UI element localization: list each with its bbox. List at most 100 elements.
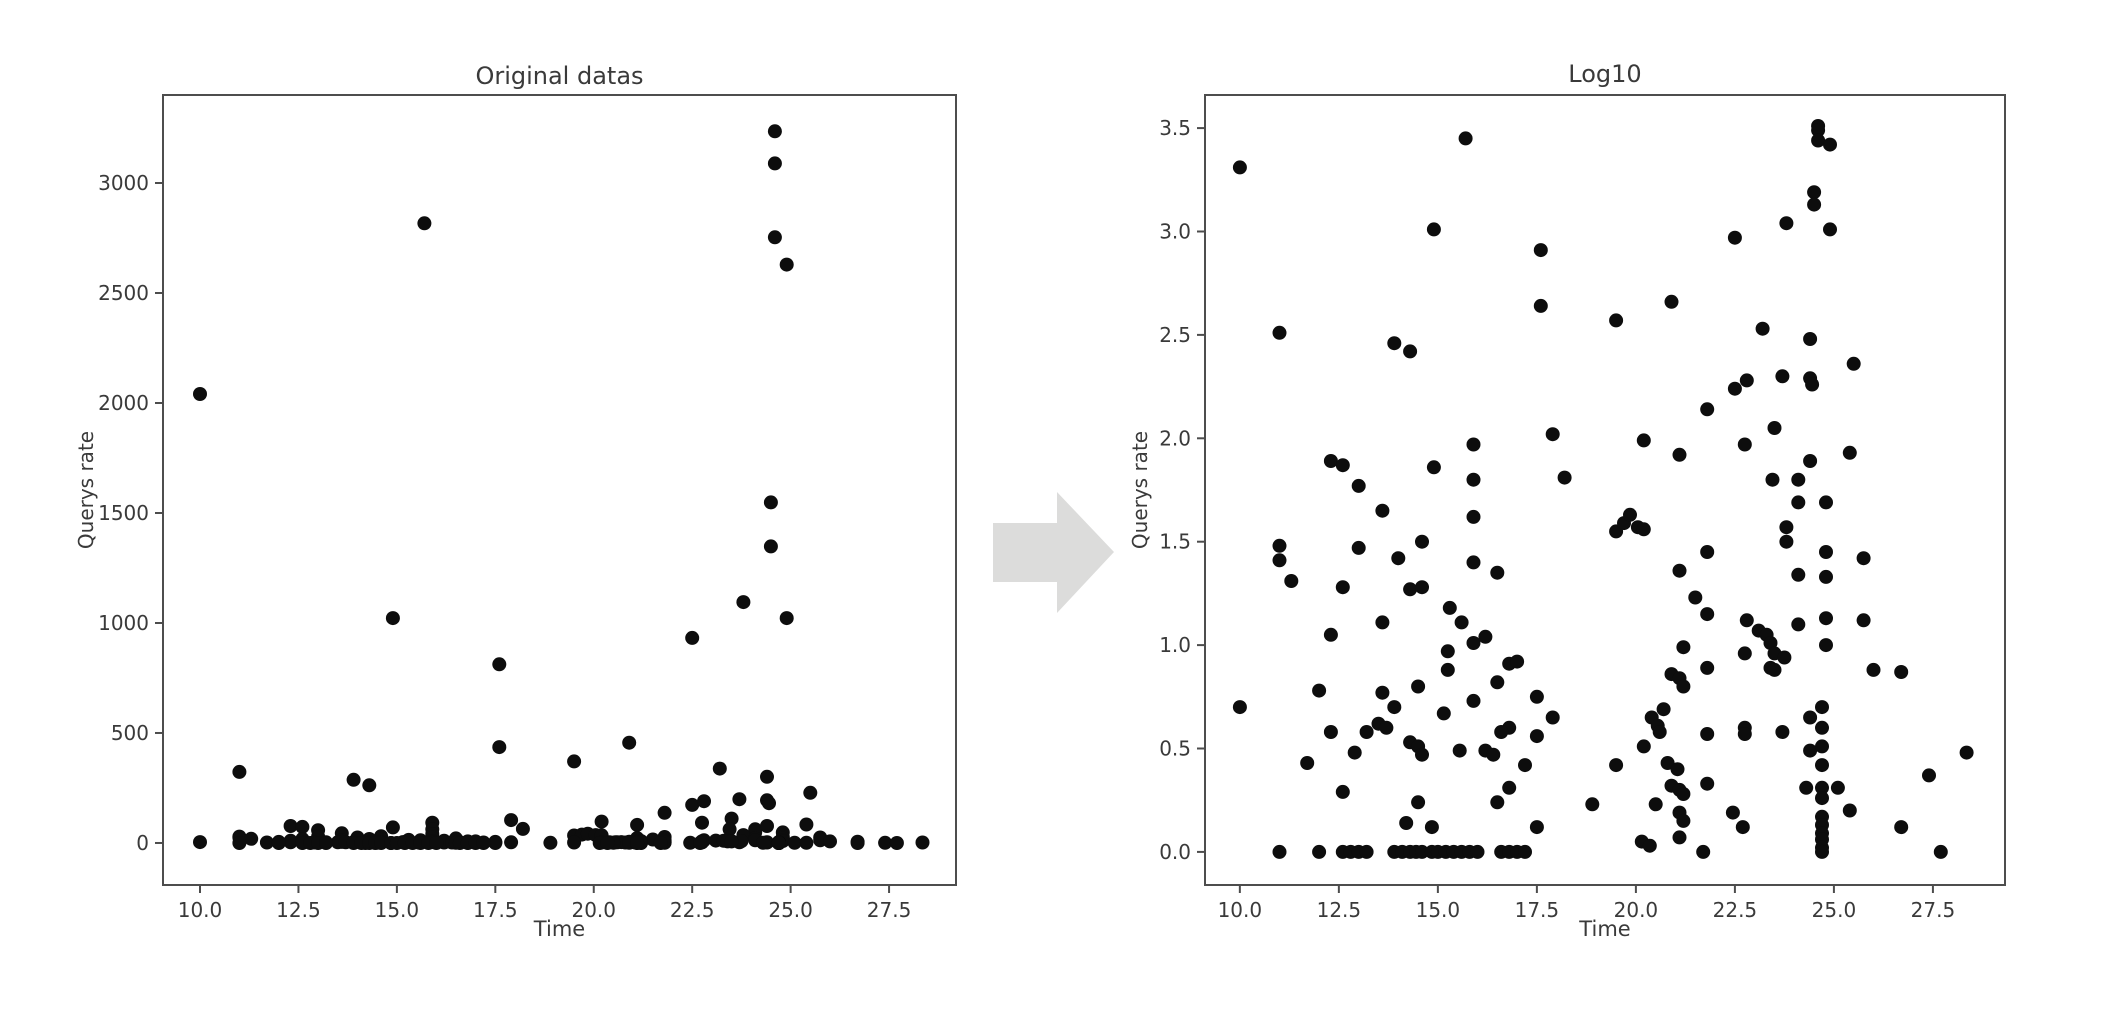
original-x-tick-label: 22.5 — [670, 898, 715, 922]
original-point — [799, 835, 814, 850]
log10-y-tick-label: 1.5 — [1159, 530, 1191, 554]
log10-point — [1791, 567, 1806, 582]
log10-point — [1323, 454, 1338, 468]
original-y-tick-label: 1000 — [98, 611, 149, 635]
log10-x-tick-label: 10.0 — [1218, 898, 1263, 922]
original-point — [799, 817, 814, 832]
original-point — [630, 836, 645, 850]
log10-x-tick-label: 27.5 — [1911, 898, 1956, 922]
original-point — [736, 595, 751, 610]
log10-point — [1676, 813, 1691, 828]
original-point — [762, 796, 776, 811]
log10-point — [1739, 613, 1754, 628]
log10-point — [1672, 830, 1687, 845]
log10-point — [1779, 520, 1794, 535]
log10-point — [1415, 747, 1429, 762]
log10-point — [1494, 725, 1509, 739]
original-point — [622, 735, 637, 750]
log10-point — [1312, 683, 1327, 698]
log10-x-tick-label: 15.0 — [1416, 898, 1461, 922]
log10-point — [1811, 133, 1826, 148]
log10-point — [1232, 160, 1247, 175]
log10-point — [1415, 844, 1429, 859]
log10-point — [1335, 784, 1350, 799]
original-point — [492, 657, 507, 672]
log10-point — [1284, 574, 1299, 588]
log10-point — [1700, 727, 1715, 741]
original-point — [385, 611, 400, 626]
log10-point — [1672, 447, 1687, 462]
original-point — [695, 815, 709, 830]
log10-point — [1454, 615, 1469, 630]
original-point — [803, 785, 818, 800]
original-x-tick-label: 10.0 — [178, 898, 223, 922]
log10-point — [1700, 607, 1715, 622]
original-point — [515, 821, 530, 836]
log10-point — [1636, 739, 1651, 754]
log10-point — [1737, 646, 1752, 661]
log10-x-tick-label: 20.0 — [1614, 898, 1659, 922]
log10-point — [1478, 629, 1493, 644]
log10-point — [1815, 700, 1829, 715]
log10-point — [1767, 662, 1782, 677]
original-point — [823, 834, 837, 849]
log10-point — [1335, 580, 1350, 595]
log10-point — [1323, 627, 1338, 642]
log10-point — [1359, 725, 1374, 739]
log10-x-tick-label: 22.5 — [1713, 898, 1758, 922]
log10-point — [1403, 582, 1418, 597]
log10-point — [1411, 795, 1426, 810]
log10-point — [1767, 421, 1782, 435]
log10-point — [1815, 791, 1829, 806]
original-point — [878, 835, 893, 850]
log10-point — [1791, 495, 1806, 510]
log10-point — [1272, 553, 1287, 568]
log10-point — [1466, 437, 1481, 452]
original-point — [417, 216, 432, 231]
original-xaxis-label: Time — [533, 917, 586, 941]
original-point — [734, 834, 749, 849]
original-point — [915, 835, 930, 850]
original-point — [244, 831, 259, 846]
log10-point — [1351, 540, 1366, 555]
original-point — [283, 819, 298, 833]
log10-point — [1375, 615, 1390, 630]
log10-point — [1727, 230, 1742, 245]
log10-point — [1727, 381, 1742, 396]
original-y-tick-label: 2000 — [98, 391, 149, 415]
log10-point — [1335, 458, 1350, 473]
log10-point — [1426, 222, 1441, 237]
log10-point — [1533, 298, 1548, 313]
log10-point — [1272, 325, 1287, 340]
log10-point — [1815, 758, 1829, 773]
log10-point — [1648, 797, 1663, 812]
log10-point — [1529, 820, 1544, 835]
log10-point — [1933, 844, 1948, 859]
log10-point — [1466, 472, 1481, 487]
log10-point — [1737, 727, 1752, 741]
original-point — [767, 156, 782, 171]
original-y-tick-label: 0 — [136, 831, 149, 855]
original-point — [685, 630, 700, 645]
log10-point — [1672, 563, 1687, 578]
original-point — [232, 764, 247, 779]
log10-point — [1779, 216, 1794, 231]
original-point — [346, 772, 361, 787]
original-point — [543, 835, 558, 850]
log10-point — [1347, 745, 1362, 760]
log10-point — [1415, 580, 1429, 595]
log10-point — [1737, 437, 1752, 452]
original-point — [362, 778, 377, 793]
log10-point — [1755, 321, 1770, 336]
original-point — [697, 794, 711, 809]
log10-point — [1815, 780, 1829, 795]
original-x-tick-label: 12.5 — [276, 898, 321, 922]
log10-point — [1545, 427, 1560, 442]
log10-point — [1830, 780, 1845, 795]
log10-point — [1819, 495, 1833, 510]
log10-point — [1866, 662, 1881, 677]
log10-point — [1676, 787, 1691, 801]
log10-point — [1815, 844, 1829, 859]
original-point — [271, 836, 286, 850]
